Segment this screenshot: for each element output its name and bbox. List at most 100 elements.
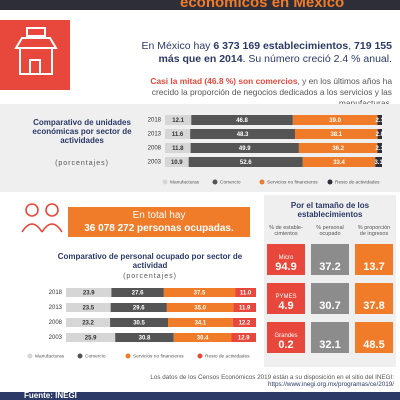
bar-segment	[298, 143, 378, 153]
chart-title: Comparativo de personal ocupado por sect…	[57, 252, 243, 270]
intro-text: En México hay	[141, 40, 214, 52]
intro-text: 719 155 más que en 2014	[158, 40, 392, 65]
bar-value: 30.4	[197, 336, 209, 342]
size-header: % de estable-cimientos	[269, 225, 303, 237]
legend-label: Manufacturas	[170, 179, 200, 185]
size-cell: 13.7	[355, 244, 393, 275]
size-row: Grandes 0.2 32.1 48.5	[264, 322, 396, 353]
legend-label: Manufacturas	[35, 353, 65, 359]
legend-label: Servicios no financieros	[133, 353, 184, 359]
footer-note: Los datos de los Censos Económicos 2019 …	[150, 374, 394, 388]
intro-text: Casi la mitad (46.8 %) son comercios	[150, 76, 298, 86]
bar-segment	[165, 129, 191, 139]
bar-value: 29.6	[133, 306, 145, 312]
bar-segment	[190, 143, 299, 153]
bar-segment	[375, 157, 382, 167]
intro-text: ,	[348, 40, 355, 52]
bar-value: 46.8	[236, 118, 248, 124]
bar-segment	[66, 318, 111, 327]
bar-value: 37.5	[194, 291, 206, 297]
size-header: % proporción de ingresos	[357, 225, 391, 237]
chart-subtitle: (porcentajes)	[55, 160, 109, 167]
bar-value: 39.0	[329, 118, 341, 124]
bar-value: 23.2	[82, 321, 94, 327]
footer-url[interactable]: https://www.inegi.org.mx/programas/ce/20…	[268, 381, 394, 388]
intro-text: . Su número creció 2.4 % anual.	[242, 53, 392, 65]
bar-segment	[377, 143, 382, 153]
bar-segment	[110, 318, 169, 327]
employment-lead: En total hay	[132, 210, 186, 221]
size-cell: Micro 94.9	[267, 244, 305, 275]
bar-segment	[188, 157, 303, 167]
legend-label: Resto de actividades	[335, 179, 380, 185]
bar-segment	[168, 318, 233, 327]
size-cell: PYMES 4.9	[267, 283, 305, 314]
bar-segment	[235, 288, 256, 297]
bar-value: 30.5	[133, 321, 145, 327]
bar-value: 33.4	[333, 160, 345, 166]
bar-value: 12.2	[239, 321, 251, 327]
intro-text: , y en los últimos años ha crecido la pr…	[151, 76, 392, 108]
bar-segment	[233, 303, 256, 312]
intro-paragraph: Casi la mitad (46.8 %) son comercios, y …	[140, 76, 392, 109]
year-label: 2018	[148, 118, 162, 124]
legend-swatch	[197, 353, 203, 359]
legend-swatch	[162, 179, 168, 185]
size-cell: 37.2	[311, 244, 349, 275]
size-cell: 32.1	[311, 322, 349, 353]
employment-total: 36 078 272 personas ocupadas.	[84, 223, 234, 234]
bar-value: 2.1	[376, 118, 385, 124]
size-value: 4.9	[278, 300, 294, 312]
size-cell: 48.5	[355, 322, 393, 353]
size-value: 30.7	[319, 300, 341, 312]
bar-segment	[166, 303, 234, 312]
bar-segment	[292, 115, 378, 125]
legend-swatch	[77, 353, 83, 359]
bar-segment	[173, 333, 232, 342]
size-value: 37.2	[319, 261, 341, 273]
bar-segment	[110, 303, 167, 312]
bar-segment	[232, 318, 256, 327]
bar-segment	[115, 333, 174, 342]
size-headers: % de estable-cimientos % personal ocupado…	[264, 225, 396, 237]
size-cell: 30.7	[311, 283, 349, 314]
size-cell: 37.8	[355, 283, 393, 314]
year-label: 2018	[49, 290, 63, 296]
bar-segment	[66, 288, 112, 297]
bar-value: 2.0	[376, 132, 385, 138]
chart-title: Comparativo de unidades económicas por s…	[32, 118, 132, 145]
bar-value: 38.1	[330, 132, 342, 138]
bar-segment	[165, 157, 189, 167]
bar-segment	[111, 288, 164, 297]
legend-swatch	[212, 179, 218, 185]
intro-paragraph: En México hay 6 373 169 establecimientos…	[140, 40, 392, 66]
year-label: 2008	[49, 320, 63, 326]
bar-value: 27.6	[132, 291, 144, 297]
bar-value: 49.9	[239, 146, 251, 152]
bar-segment	[163, 288, 236, 297]
store-icon	[14, 27, 58, 75]
legend-swatch	[27, 353, 33, 359]
top-band	[0, 0, 400, 10]
size-value: 0.2	[278, 339, 294, 351]
legend-swatch	[259, 179, 265, 185]
year-label: 2013	[49, 305, 63, 311]
bar-value: 34.1	[195, 321, 207, 327]
bar-value: 35.0	[194, 306, 206, 312]
size-header: % personal ocupado	[316, 225, 344, 237]
bar-value: 48.3	[237, 132, 249, 138]
bar-segment	[191, 115, 293, 125]
bar-value: 11.0	[240, 291, 252, 297]
size-row: Micro 94.9 37.2 13.7	[264, 244, 396, 275]
legend-swatch	[327, 179, 333, 185]
year-label: 2008	[148, 146, 162, 152]
size-row: PYMES 4.9 30.7 37.8	[264, 283, 396, 314]
title: económicos en México	[180, 0, 345, 11]
bar-value: 11.8	[172, 146, 184, 152]
intro-text: 6 373 169 establecimientos	[213, 40, 349, 52]
legend-swatch	[125, 353, 131, 359]
size-label: PYMES	[275, 294, 297, 300]
bar-value: 36.2	[332, 146, 344, 152]
bar-segment	[377, 129, 382, 139]
